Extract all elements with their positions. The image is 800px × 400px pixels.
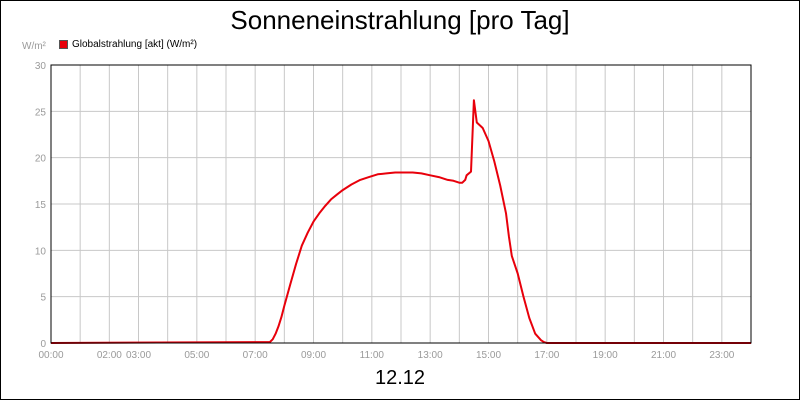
y-tick-label: 20 bbox=[35, 154, 47, 165]
y-tick-label: 30 bbox=[35, 61, 47, 72]
date-label: 12.12 bbox=[374, 367, 426, 389]
x-tick-label: 13:00 bbox=[418, 350, 443, 361]
x-tick-label: 11:00 bbox=[360, 350, 385, 361]
x-tick-label: 09:00 bbox=[301, 350, 326, 361]
x-tick-label: 15:00 bbox=[476, 350, 501, 361]
chart-title: Sonneneinstrahlung [pro Tag] bbox=[230, 5, 570, 35]
x-tick-label: 07:00 bbox=[243, 350, 268, 361]
grid bbox=[50, 64, 752, 344]
x-tick-label: 05:00 bbox=[184, 350, 209, 361]
x-tick-label: 19:00 bbox=[593, 350, 618, 361]
y-tick-label: 0 bbox=[40, 339, 46, 350]
legend-label: Globalstrahlung [akt] (W/m²) bbox=[72, 39, 198, 50]
y-tick-label: 10 bbox=[35, 246, 47, 257]
x-tick-label: 03:00 bbox=[126, 350, 151, 361]
x-tick-label: 02:00 bbox=[97, 350, 122, 361]
y-tick-label: 25 bbox=[35, 107, 47, 118]
x-tick-label: 21:00 bbox=[651, 350, 676, 361]
y-tick-label: 15 bbox=[35, 200, 47, 211]
y-axis-unit-label: W/m² bbox=[22, 41, 46, 52]
tick-labels: 0 5 10 15 20 25 30 00:00 02:00 03:00 05:00 07:00 09:… bbox=[35, 61, 735, 361]
x-tick-label: 17:00 bbox=[534, 350, 559, 361]
series-layer bbox=[50, 99, 751, 344]
x-tick-label: 00:00 bbox=[38, 350, 63, 361]
legend-swatch bbox=[59, 40, 68, 49]
plot-border bbox=[50, 64, 752, 344]
series-line-globalstrahlung bbox=[50, 99, 751, 344]
x-tick-label: 23:00 bbox=[709, 350, 734, 361]
legend: Globalstrahlung [akt] (W/m²) bbox=[59, 39, 197, 50]
y-tick-label: 5 bbox=[40, 293, 46, 304]
